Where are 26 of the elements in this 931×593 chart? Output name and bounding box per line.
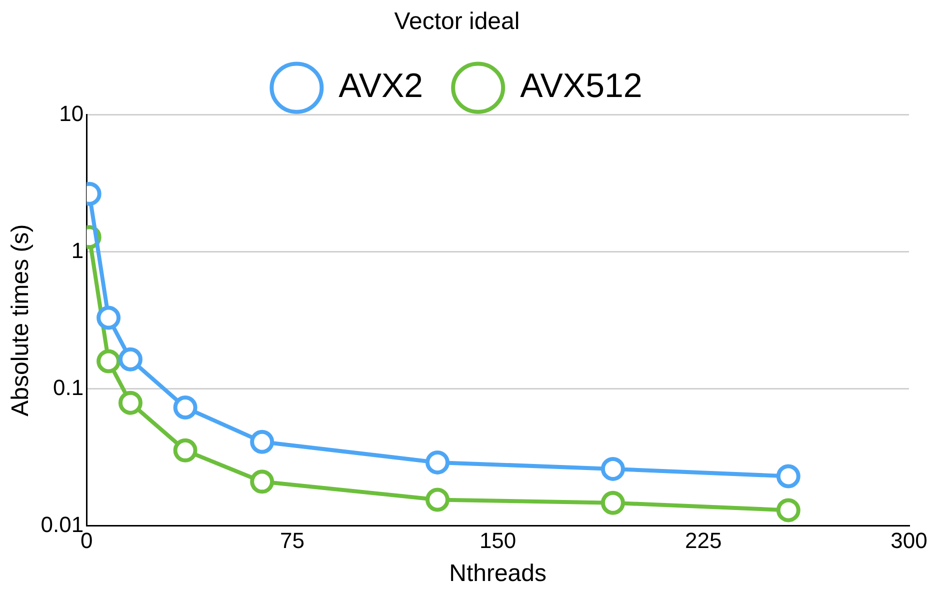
point xyxy=(600,456,625,481)
point xyxy=(173,396,198,420)
point xyxy=(250,470,274,494)
point xyxy=(250,430,274,454)
point xyxy=(426,488,450,512)
point xyxy=(96,306,121,330)
y-tick-label: 10 xyxy=(59,100,84,126)
point xyxy=(118,347,142,372)
x-tick-label: 75 xyxy=(280,528,304,554)
point xyxy=(173,438,198,462)
y-axis-title: Absolute times (s) xyxy=(7,224,34,416)
x-axis-title: Nthreads xyxy=(449,560,547,588)
chart-title: Vector ideal xyxy=(394,8,520,36)
legend-label: AVX2 xyxy=(338,67,424,106)
point xyxy=(600,490,625,515)
point xyxy=(426,450,450,474)
point xyxy=(118,390,142,415)
x-tick-label: 225 xyxy=(685,528,722,554)
x-tick-label: 150 xyxy=(479,528,516,554)
y-tick-label: 1 xyxy=(71,238,84,263)
point xyxy=(776,498,800,522)
point xyxy=(776,464,800,488)
y-tick-label: 0.1 xyxy=(53,374,84,400)
legend-label: AVX512 xyxy=(520,67,642,106)
point xyxy=(96,349,121,374)
x-tick-label: 300 xyxy=(890,528,928,554)
